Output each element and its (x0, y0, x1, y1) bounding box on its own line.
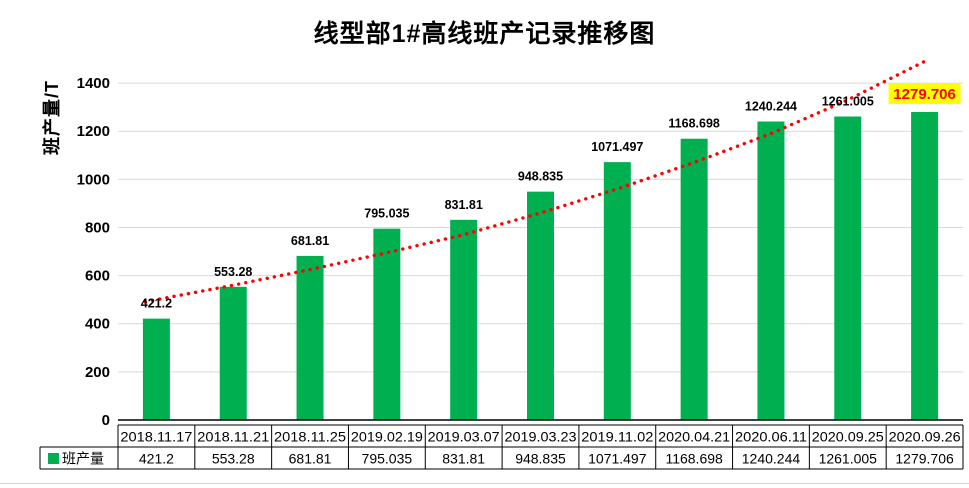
bar (450, 219, 478, 420)
data-label: 1240.244 (745, 100, 797, 114)
bar (680, 138, 708, 421)
data-label: 1261.005 (822, 95, 874, 109)
table-value-cell: 1240.244 (742, 451, 801, 467)
bar (142, 318, 170, 420)
data-label: 681.81 (291, 234, 329, 248)
table-date-cell: 2018.11.25 (274, 429, 346, 445)
table-value-cell: 421.2 (139, 451, 174, 467)
chart-border-bottom (0, 483, 969, 484)
table-value-cell: 681.81 (289, 451, 332, 467)
data-label: 421.2 (141, 297, 172, 311)
bar (757, 121, 785, 420)
table-date-cell: 2019.11.02 (581, 429, 653, 445)
y-tick-label: 1400 (77, 75, 110, 92)
table-date-cell: 2018.11.17 (120, 429, 192, 445)
table-value-cell: 1071.497 (588, 451, 647, 467)
data-label: 948.835 (518, 170, 563, 184)
data-label: 1071.497 (591, 140, 643, 154)
bar (911, 112, 939, 420)
table-value-cell: 553.28 (212, 451, 255, 467)
table-date-cell: 2020.06.11 (735, 429, 807, 445)
data-label: 831.81 (445, 198, 483, 212)
table-date-cell: 2019.03.23 (505, 429, 577, 445)
table-date-cell: 2019.02.19 (351, 429, 423, 445)
table-date-cell: 2020.04.21 (658, 429, 730, 445)
bar (834, 116, 862, 420)
y-tick-label: 200 (85, 364, 110, 381)
bar (603, 162, 631, 420)
bar (373, 228, 401, 420)
y-tick-label: 0 (102, 412, 110, 429)
table-value-cell: 831.81 (442, 451, 485, 467)
data-label: 1168.698 (668, 117, 719, 131)
y-tick-label: 800 (85, 219, 110, 236)
chart-title: 线型部1#高线班产记录推移图 (313, 20, 656, 48)
table-value-cell: 948.835 (515, 451, 566, 467)
y-tick-label: 1000 (77, 171, 110, 188)
bar (296, 255, 324, 420)
bar (219, 286, 247, 420)
table-date-cell: 2020.09.25 (812, 429, 884, 445)
highlighted-data-label: 1279.706 (893, 86, 956, 103)
data-label: 795.035 (364, 207, 409, 221)
legend-label: 班产量 (62, 451, 104, 467)
y-tick-label: 400 (85, 316, 110, 333)
highlighted-data-label-bg (888, 83, 961, 105)
trendline (143, 59, 927, 304)
legend-swatch-icon (48, 453, 59, 464)
table-date-cell: 2018.11.21 (197, 429, 269, 445)
table-date-cell: 2019.03.07 (428, 429, 500, 445)
data-label: 553.28 (214, 265, 252, 279)
bar (527, 191, 554, 420)
table-date-cell: 2020.09.26 (889, 429, 961, 445)
y-tick-label: 600 (85, 268, 110, 285)
table-value-cell: 1261.005 (819, 451, 878, 467)
table-value-cell: 795.035 (362, 451, 413, 467)
table-value-cell: 1279.706 (895, 451, 954, 467)
table-value-cell: 1168.698 (665, 451, 723, 467)
y-tick-label: 1200 (77, 123, 110, 140)
